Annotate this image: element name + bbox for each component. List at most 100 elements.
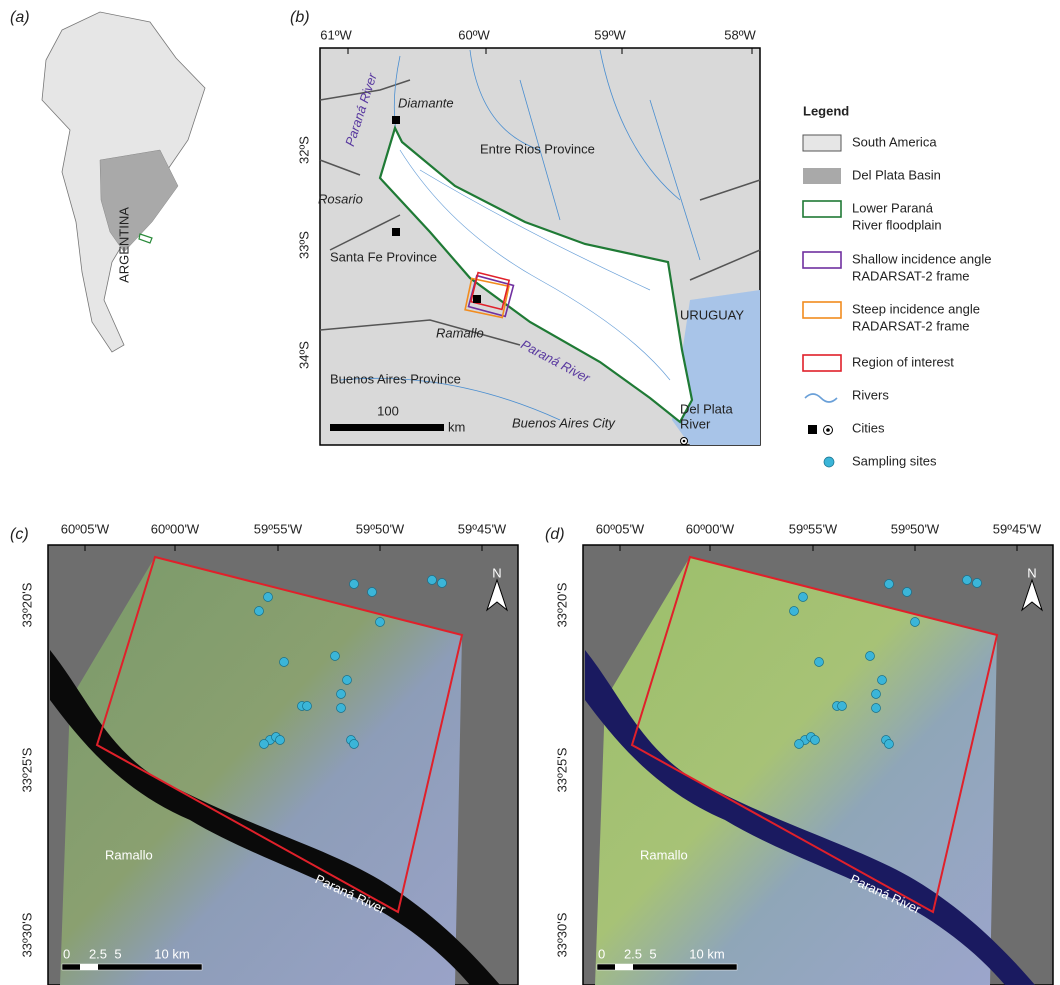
lon-tick-label: 60º00'W — [686, 521, 735, 536]
scale-bar-seg — [80, 964, 98, 970]
legend-symbols — [803, 135, 841, 467]
lat-tick-label: 33ºS — [296, 231, 311, 259]
sampling-site — [885, 580, 894, 589]
north-label: N — [1027, 565, 1036, 580]
lon-tick-label: 59º45'W — [458, 521, 507, 536]
place-label: URUGUAY — [680, 307, 744, 322]
sampling-site — [368, 588, 377, 597]
sampling-site — [331, 652, 340, 661]
lat-tick-label: 33º20'S — [19, 582, 34, 627]
place-label: Santa Fe Province — [330, 249, 437, 264]
panel-label: (a) — [10, 9, 30, 26]
lat-tick-label: 33º30'S — [19, 912, 34, 957]
sampling-site — [815, 658, 824, 667]
legend-label: Rivers — [852, 387, 889, 402]
place-label: Del Plata — [680, 401, 734, 416]
scale-label: 10 km — [689, 946, 724, 961]
sampling-site — [872, 690, 881, 699]
place-label: Diamante — [398, 95, 454, 110]
sampling-site — [276, 736, 285, 745]
place-label: Rosario — [318, 191, 363, 206]
sampling-site — [838, 702, 847, 711]
legend-label: RADARSAT-2 frame — [852, 268, 970, 283]
place-label: Entre Rios Province — [480, 141, 595, 156]
legend-label: South America — [852, 134, 937, 149]
scale-bar-seg — [615, 964, 633, 970]
panel-d-map — [583, 545, 1053, 985]
page: { "panels": { "a": {"label": "(a)", "cou… — [0, 0, 1060, 985]
scale-label: 5 — [649, 946, 656, 961]
lon-tick-label: 60º05'W — [61, 521, 110, 536]
lon-tick-label: 59º50'W — [891, 521, 940, 536]
legend-label: Lower Paraná — [852, 200, 934, 215]
sampling-site — [350, 740, 359, 749]
lon-tick-label: 60º05'W — [596, 521, 645, 536]
sampling-site — [872, 704, 881, 713]
lat-tick-label: 32ºS — [296, 136, 311, 164]
place-label: River — [680, 416, 711, 431]
lon-tick-label: 58ºW — [724, 27, 756, 42]
place-label: Ramallo — [436, 325, 484, 340]
lat-tick-label: 33º25'S — [554, 747, 569, 792]
legend-label: Sampling sites — [852, 453, 937, 468]
scale-label: km — [448, 419, 465, 434]
north-label: N — [492, 565, 501, 580]
scale-label: 2.5 — [89, 946, 107, 961]
scale-label: 5 — [114, 946, 121, 961]
lon-tick-label: 60ºW — [458, 27, 490, 42]
lon-tick-label: 59º50'W — [356, 521, 405, 536]
sampling-site — [866, 652, 875, 661]
lat-tick-label: 33º20'S — [554, 582, 569, 627]
lat-tick-label: 33º30'S — [554, 912, 569, 957]
sampling-site — [795, 740, 804, 749]
scale-label: 0 — [63, 946, 70, 961]
legend-label: River floodplain — [852, 217, 942, 232]
sampling-site — [428, 576, 437, 585]
figure: (a)ARGENTINA(b)61ºW60ºW59ºW58ºW32ºS33ºS3… — [0, 0, 1060, 985]
legend-title: Legend — [803, 103, 849, 118]
lat-tick-label: 34ºS — [296, 341, 311, 369]
sampling-site — [255, 607, 264, 616]
sampling-site — [264, 593, 273, 602]
sampling-site — [790, 607, 799, 616]
panel-label: (d) — [545, 526, 565, 543]
legend-label: RADARSAT-2 frame — [852, 318, 970, 333]
sampling-site — [280, 658, 289, 667]
legend-label: Del Plata Basin — [852, 167, 941, 182]
place-label: Ramallo — [105, 847, 153, 862]
sampling-site — [911, 618, 920, 627]
legend-label: Steep incidence angle — [852, 301, 980, 316]
place-label: Buenos Aires City — [512, 415, 616, 430]
panel-label: (b) — [290, 9, 310, 26]
sampling-site — [811, 736, 820, 745]
lon-tick-label: 59º55'W — [789, 521, 838, 536]
sampling-site — [376, 618, 385, 627]
sampling-site — [973, 579, 982, 588]
lon-tick-label: 59ºW — [594, 27, 626, 42]
country-label: ARGENTINA — [116, 207, 131, 283]
lat-tick-label: 33º25'S — [19, 747, 34, 792]
sampling-site — [260, 740, 269, 749]
legend-label: Region of interest — [852, 354, 954, 369]
sampling-site — [337, 704, 346, 713]
legend-label: Cities — [852, 420, 885, 435]
scale-label: 10 km — [154, 946, 189, 961]
sampling-site — [343, 676, 352, 685]
sampling-site — [878, 676, 887, 685]
scale-label: 0 — [598, 946, 605, 961]
scale-label: 2.5 — [624, 946, 642, 961]
sampling-site — [885, 740, 894, 749]
sampling-site — [963, 576, 972, 585]
place-label: Ramallo — [640, 847, 688, 862]
sampling-site — [350, 580, 359, 589]
scale-label: 100 — [377, 403, 399, 418]
sampling-site — [799, 593, 808, 602]
panel-c-map — [48, 545, 518, 985]
lon-tick-label: 59º55'W — [254, 521, 303, 536]
panel-a-map — [42, 12, 205, 352]
sampling-site — [337, 690, 346, 699]
place-label: Buenos Aires Province — [330, 371, 461, 386]
panel-label: (c) — [10, 526, 29, 543]
legend-label: Shallow incidence angle — [852, 251, 991, 266]
sampling-site — [303, 702, 312, 711]
